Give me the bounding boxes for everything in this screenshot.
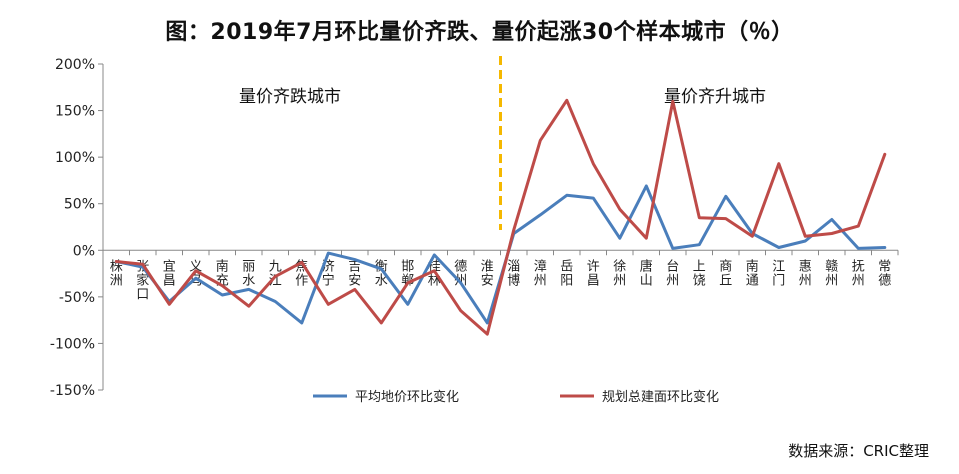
x-tick-label: 吉安 (348, 259, 361, 288)
y-tick-label: -150% (50, 383, 95, 399)
y-tick-label: 200% (55, 57, 95, 73)
x-tick-label: 邯郸 (401, 259, 414, 288)
x-tick-label: 宜昌 (163, 259, 176, 288)
x-tick-label: 江门 (772, 259, 785, 288)
x-tick-label: 岳阳 (560, 259, 573, 288)
legend-label: 规划总建面环比变化 (602, 389, 719, 405)
region-label-falling: 量价齐跌城市 (239, 87, 341, 107)
x-tick-label: 常德 (878, 259, 891, 288)
y-tick-label: 50% (64, 197, 95, 213)
x-tick-label: 淄博 (507, 259, 520, 288)
x-tick-label: 抚州 (852, 259, 865, 288)
data-source: 数据来源：CRIC整理 (788, 442, 929, 460)
x-tick-label: 淮安 (481, 259, 494, 288)
x-tick-label: 上饶 (693, 259, 706, 288)
x-tick-label: 赣州 (825, 259, 838, 288)
y-tick-label: 0% (73, 243, 95, 259)
chart-title: 图：2019年7月环比量价齐跌、量价起涨30个样本城市（％） (165, 20, 794, 45)
x-tick-label: 衡水 (375, 259, 388, 288)
y-tick-label: 150% (55, 104, 95, 120)
x-tick-label: 南通 (746, 258, 759, 288)
region-label-rising: 量价齐升城市 (664, 87, 766, 107)
x-tick-label: 台州 (666, 259, 679, 288)
x-tick-label: 丽水 (242, 259, 255, 288)
series-line-floor-area (114, 98, 887, 336)
x-tick-label: 商丘 (719, 259, 732, 288)
x-tick-label: 徐州 (613, 259, 626, 288)
x-tick-label: 漳州 (534, 258, 547, 288)
x-tick-label: 惠州 (799, 259, 812, 288)
y-tick-label: -100% (50, 336, 95, 352)
x-tick-label: 唐山 (640, 258, 653, 288)
y-tick-label: 100% (55, 150, 95, 166)
legend-label: 平均地价环比变化 (355, 389, 459, 405)
x-tick-label: 九江 (269, 259, 282, 288)
x-tick-label: 许昌 (587, 259, 600, 288)
y-tick-label: -50% (59, 290, 95, 306)
